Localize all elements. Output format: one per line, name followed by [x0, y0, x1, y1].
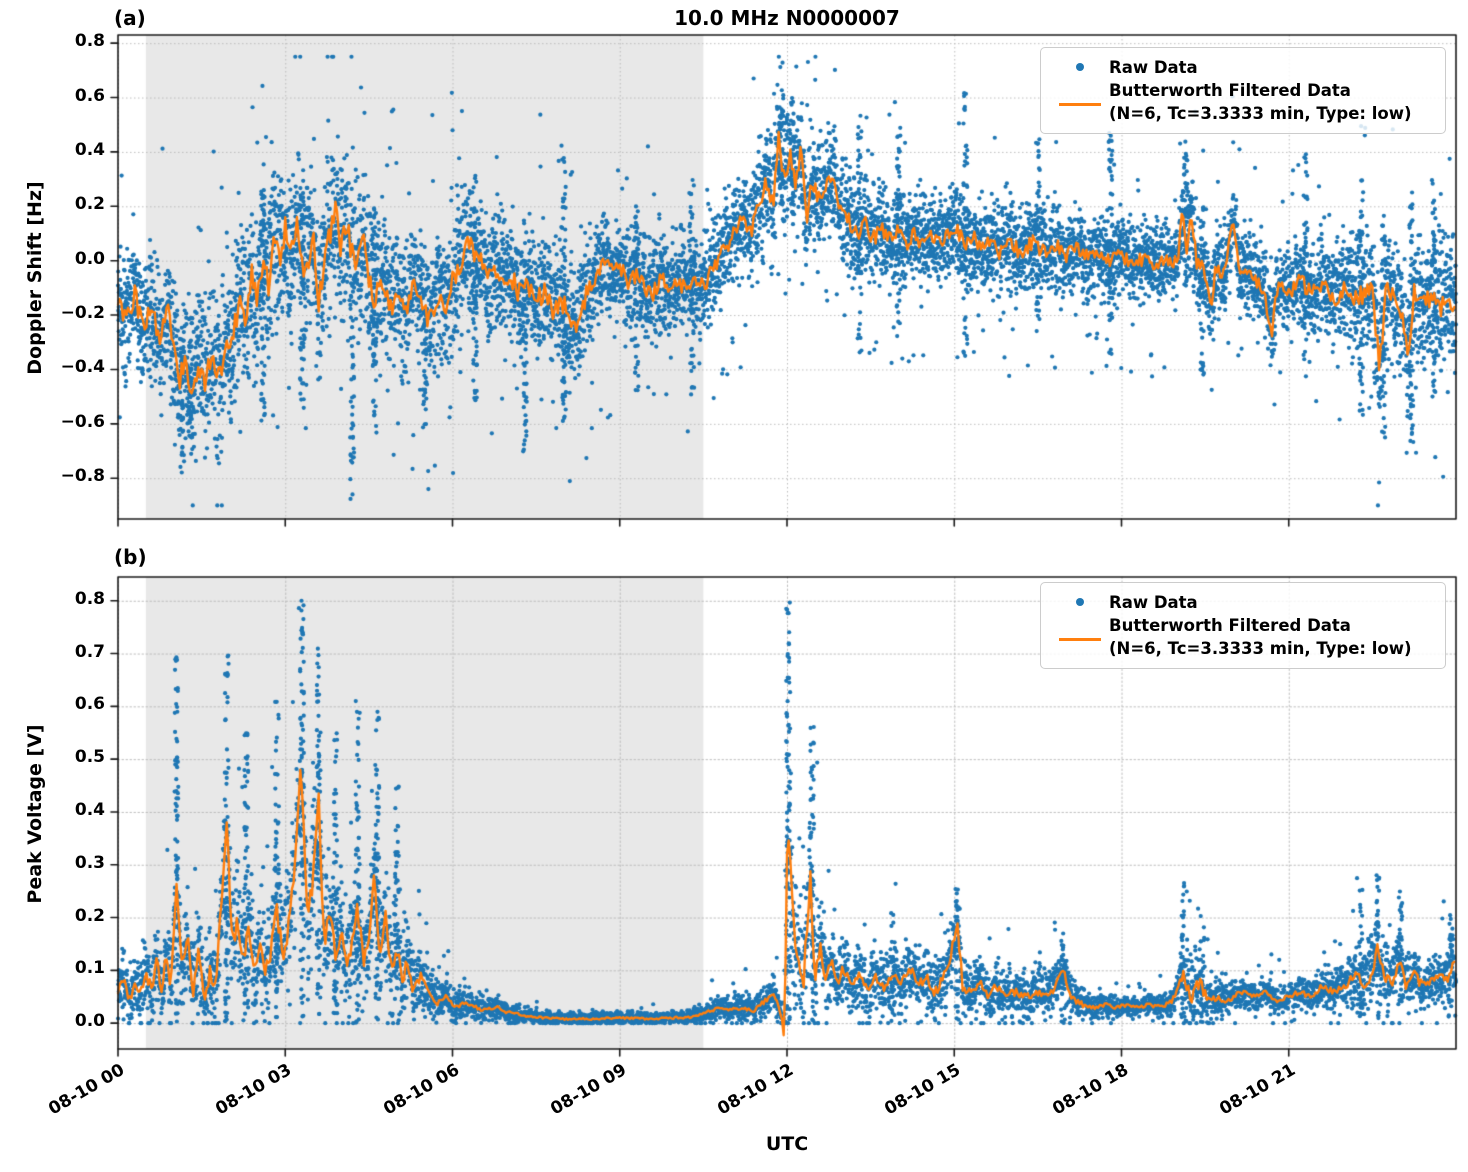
ytick-label: −0.6: [60, 411, 105, 432]
ytick-label: 0.6: [74, 85, 105, 106]
legend-entry-raw: Raw Data: [1051, 56, 1433, 79]
ytick-label: 0.6: [74, 694, 105, 715]
ytick-label: 0.2: [74, 194, 105, 215]
raw-data-dot-icon: [1076, 63, 1084, 71]
ytick-label: 0.3: [74, 852, 105, 873]
ytick-label: 0.5: [74, 747, 105, 768]
ytick-label: 0.1: [74, 958, 105, 979]
legend-panel-b: Raw Data Butterworth Filtered Data (N=6,…: [1040, 582, 1446, 669]
legend-entry-raw: Raw Data: [1051, 591, 1433, 614]
ytick-label: 0.0: [74, 248, 105, 269]
ytick-label: 0.8: [74, 588, 105, 609]
panel-a-label: (a): [114, 6, 146, 30]
legend-filtered-label: Butterworth Filtered Data (N=6, Tc=3.333…: [1109, 81, 1412, 123]
axis-x-label: UTC: [765, 1133, 809, 1155]
ytick-label: 0.4: [74, 799, 105, 820]
ytick-label: −0.4: [60, 357, 105, 378]
legend-entry-filtered: Butterworth Filtered Data (N=6, Tc=3.333…: [1051, 614, 1433, 660]
filtered-line-icon: [1059, 638, 1101, 641]
figure-title: 10.0 MHz N0000007: [674, 6, 900, 30]
ytick-label: −0.8: [60, 466, 105, 487]
legend-raw-label: Raw Data: [1109, 58, 1198, 77]
legend-panel-a: Raw Data Butterworth Filtered Data (N=6,…: [1040, 47, 1446, 134]
ytick-label: 0.0: [74, 1011, 105, 1032]
legend-entry-filtered: Butterworth Filtered Data (N=6, Tc=3.333…: [1051, 79, 1433, 125]
filtered-line-icon: [1059, 103, 1101, 106]
raw-data-dot-icon: [1076, 598, 1084, 606]
legend-raw-label: Raw Data: [1109, 593, 1198, 612]
panel-b-label: (b): [114, 545, 147, 569]
ytick-label: 0.7: [74, 641, 105, 662]
ytick-label: 0.8: [74, 31, 105, 52]
ytick-label: 0.4: [74, 139, 105, 160]
legend-filtered-label: Butterworth Filtered Data (N=6, Tc=3.333…: [1109, 616, 1412, 658]
ytick-label: 0.2: [74, 905, 105, 926]
ytick-label: −0.2: [60, 303, 105, 324]
